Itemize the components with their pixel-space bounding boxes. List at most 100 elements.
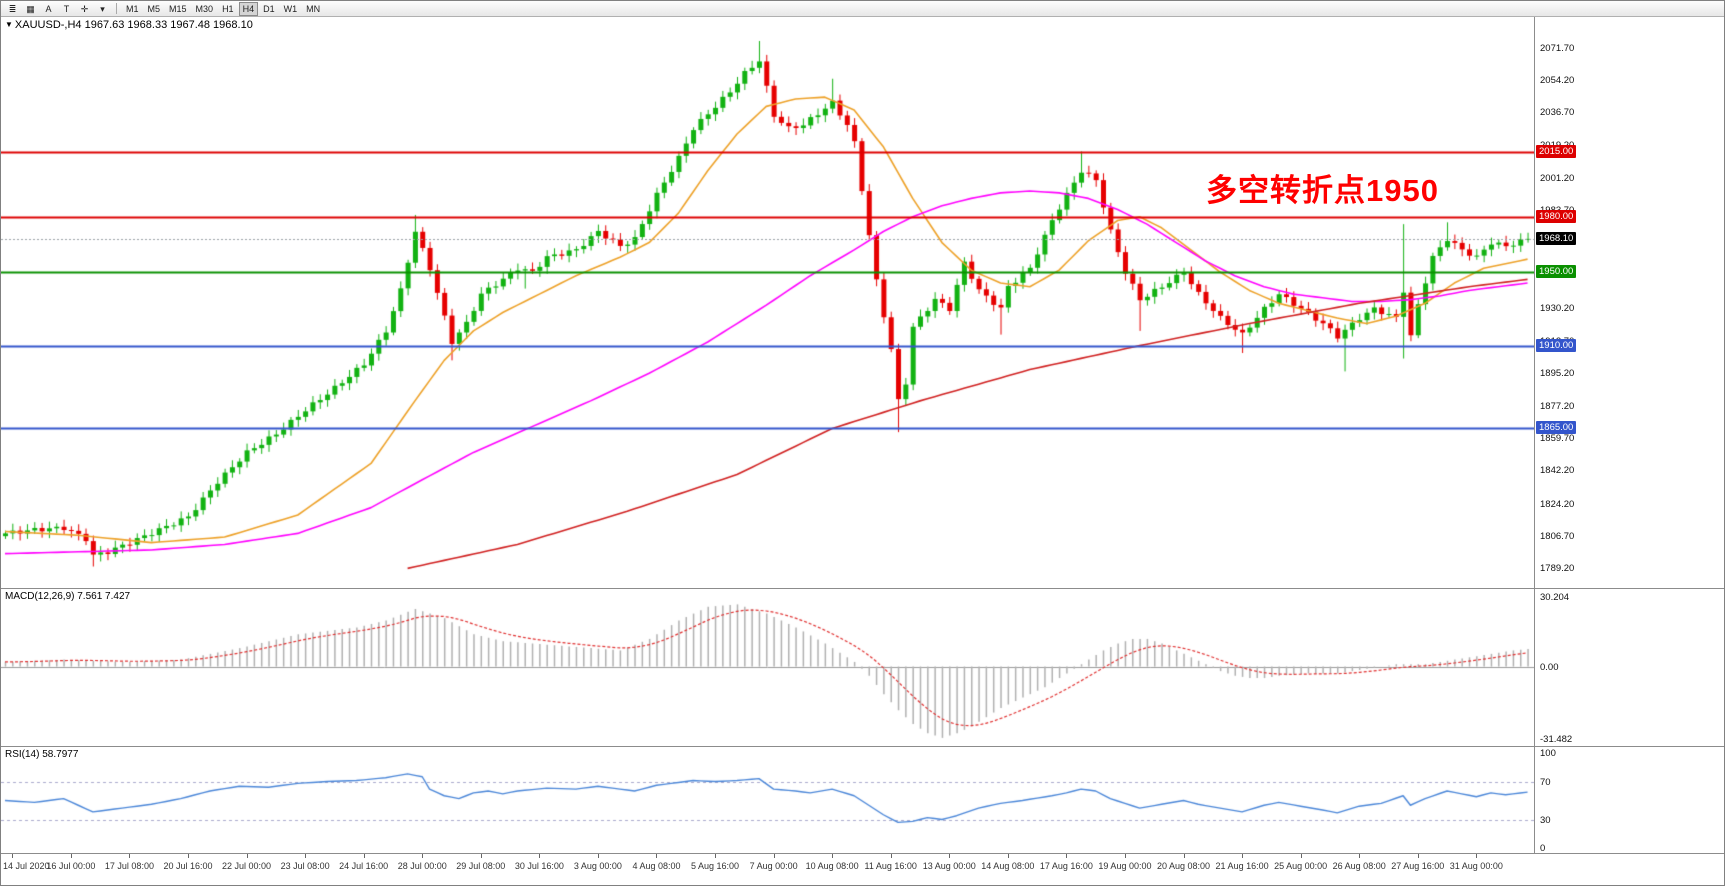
timeframe-button-w1[interactable]: W1 (283, 3, 298, 14)
current-price-badge: 1968.10 (1536, 231, 1577, 245)
symbol-header: ▼ XAUUSD-,H4 1967.63 1968.33 1967.48 1968… (5, 19, 253, 31)
time-tick (71, 854, 72, 858)
macd-axis-label: -31.482 (1540, 734, 1573, 745)
time-tick (305, 854, 306, 858)
rsi-canvas[interactable] (1, 747, 1534, 854)
chart-type-icon[interactable]: ▦ (26, 3, 35, 14)
time-tick (832, 854, 833, 858)
time-axis-label: 3 Aug 00:00 (573, 861, 622, 871)
level-price-badge: 1910.00 (1536, 338, 1577, 352)
toolbar-tools: ≣ ▦ A T ✛ ▾ (4, 2, 111, 16)
toolbar: ≣ ▦ A T ✛ ▾ M1 M5 M15 M30 H1 H4 D1 W1 MN (1, 1, 1724, 17)
rsi-value: 58.7977 (42, 749, 79, 760)
time-tick (1184, 854, 1185, 858)
time-tick (891, 854, 892, 858)
price-axis-label: 1877.20 (1540, 401, 1575, 413)
time-tick (1008, 854, 1009, 858)
time-tick (188, 854, 189, 858)
price-axis-label: 1789.20 (1540, 563, 1575, 574)
macd-label: MACD(12,26,9) 7.561 7.427 (5, 591, 131, 602)
macd-canvas[interactable] (1, 589, 1534, 747)
time-axis-label: 28 Jul 00:00 (397, 861, 447, 871)
time-axis-label: 4 Aug 08:00 (632, 861, 681, 871)
time-tick (364, 854, 365, 858)
time-axis-label: 24 Jul 16:00 (339, 861, 389, 871)
price-axis-label: 1824.20 (1540, 498, 1575, 510)
timeframe-button-h4[interactable]: H4 (238, 1, 259, 16)
time-axis-label: 20 Jul 16:00 (163, 861, 213, 871)
price-axis-label: 2001.20 (1540, 172, 1575, 184)
macd-panel: MACD(12,26,9) 7.561 7.427 30.204 0.00 -31.… (1, 588, 1724, 747)
time-axis-label: 7 Aug 00:00 (749, 861, 798, 871)
macd-axis: 30.204 0.00 -31.482 (1534, 589, 1724, 746)
price-axis-label: 2036.70 (1540, 107, 1575, 119)
time-tick (481, 854, 482, 858)
timeframe-button-d1[interactable]: D1 (263, 3, 275, 14)
time-tick (129, 854, 130, 858)
time-tick (949, 854, 950, 858)
macd-axis-label: 30.204 (1540, 592, 1570, 603)
price-axis-label: 2071.70 (1540, 43, 1575, 54)
time-axis-label: 16 Jul 00:00 (46, 861, 96, 871)
price-axis-label: 1930.20 (1540, 303, 1575, 315)
time-tick (1418, 854, 1419, 858)
time-tick (774, 854, 775, 858)
rsi-axis-label: 0 (1540, 843, 1546, 854)
arrow-tool-button[interactable]: A (45, 3, 52, 14)
price-axis-label: 2054.20 (1540, 75, 1575, 87)
timeframe-button-h1[interactable]: H1 (222, 3, 234, 14)
time-axis-label: 14 Jul 2020 (3, 861, 50, 871)
timeframe-button-mn[interactable]: MN (306, 3, 321, 14)
price-axis-label: 1859.70 (1540, 433, 1575, 445)
time-axis-label: 17 Aug 16:00 (1039, 861, 1093, 871)
timeframe-buttons: M1 M5 M15 M30 H1 H4 D1 W1 MN (122, 1, 324, 16)
rsi-axis-label: 100 (1540, 748, 1556, 759)
price-axis[interactable]: 2071.702054.202036.702019.202001.201983.… (1534, 17, 1724, 588)
time-axis-label: 14 Aug 08:00 (981, 861, 1035, 871)
time-tick (656, 854, 657, 858)
time-tick (12, 854, 13, 858)
time-axis-label: 19 Aug 00:00 (1098, 861, 1152, 871)
time-axis-label: 21 Aug 16:00 (1215, 861, 1269, 871)
time-tick (422, 854, 423, 858)
time-axis-label: 20 Aug 08:00 (1156, 861, 1211, 871)
rsi-axis-label: 70 (1540, 776, 1551, 788)
time-axis-label: 11 Aug 16:00 (864, 861, 917, 871)
time-axis-label: 17 Jul 08:00 (104, 861, 154, 871)
indicators-list-icon[interactable]: ≣ (8, 3, 17, 14)
timeframe-button-m1[interactable]: M1 (126, 3, 139, 14)
timeframe-button-m30[interactable]: M30 (195, 3, 214, 14)
chart-annotation-text: 多空转折点1950 (1206, 173, 1439, 208)
time-axis-label: 26 Aug 08:00 (1332, 861, 1386, 871)
time-tick (1066, 854, 1067, 858)
time-tick (715, 854, 716, 858)
time-axis-label: 10 Aug 08:00 (805, 861, 859, 871)
time-axis-label: 31 Aug 00:00 (1449, 861, 1503, 871)
time-axis-label: 29 Jul 08:00 (456, 861, 506, 871)
time-axis-label: 25 Aug 00:00 (1274, 861, 1328, 871)
macd-values: 7.561 7.427 (77, 591, 131, 602)
time-tick (247, 854, 248, 858)
rsi-panel: RSI(14) 58.7977 100 70 30 0 (1, 746, 1724, 854)
symbol-dropdown-icon[interactable]: ▼ (5, 20, 13, 29)
time-axis[interactable]: 14 Jul 2020 16 Jul 00:00 17 Jul 08:00 20 Ju… (1, 853, 1724, 885)
timeframe-button-m15[interactable]: M15 (169, 3, 187, 14)
draw-tools-caret-icon[interactable]: ▾ (100, 3, 105, 14)
timeframe-button-m5[interactable]: M5 (147, 3, 161, 14)
price-axis-label: 1842.20 (1540, 465, 1575, 477)
time-axis-label: 23 Jul 08:00 (280, 861, 330, 871)
crosshair-tool-icon[interactable]: ✛ (80, 3, 89, 14)
time-tick (1242, 854, 1243, 858)
time-axis-label: 5 Aug 16:00 (691, 861, 740, 871)
symbol-ohlc-text: XAUUSD-,H4 1967.63 1968.33 1967.48 1968.… (14, 19, 253, 31)
time-axis-label: 30 Jul 16:00 (514, 861, 564, 871)
price-chart-canvas[interactable] (1, 17, 1534, 588)
time-axis-label: 13 Aug 00:00 (922, 861, 976, 871)
time-axis-label: 27 Aug 16:00 (1391, 861, 1445, 871)
time-axis-label: 22 Jul 00:00 (222, 861, 272, 871)
macd-axis-label: 0.00 (1540, 661, 1559, 673)
price-chart-panel: ▼ XAUUSD-,H4 1967.63 1968.33 1967.48 1968… (1, 17, 1724, 588)
time-tick (1476, 854, 1477, 858)
text-tool-button[interactable]: T (63, 3, 70, 14)
level-price-badge: 1865.00 (1536, 421, 1577, 435)
